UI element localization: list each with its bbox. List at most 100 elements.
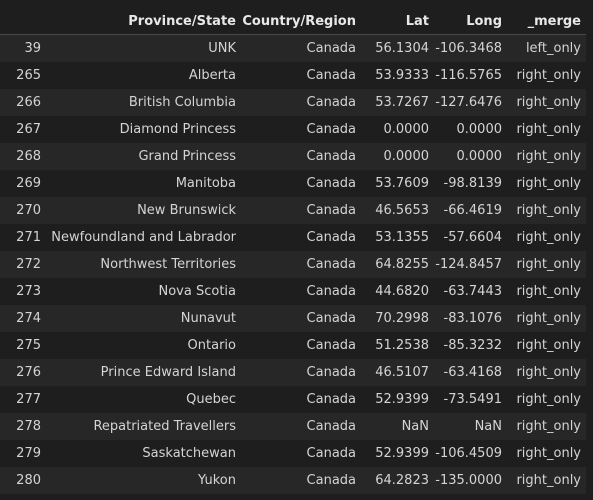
table-row: 265 Alberta Canada 53.9333 -116.5765 right_on… (0, 62, 586, 89)
long-cell: -98.8139 (443, 176, 502, 191)
lat-cell: 53.7267 (375, 95, 429, 110)
merge-cell: right_only (516, 68, 581, 83)
merge-cell: right_only (516, 203, 581, 218)
lat-header: Lat (361, 8, 434, 35)
merge-cell: right_only (516, 419, 581, 434)
merge-cell: right_only (516, 122, 581, 137)
long-cell: -135.0000 (435, 473, 502, 488)
country-region-cell: Canada (306, 257, 356, 272)
lat-cell: 53.7609 (375, 176, 429, 191)
table-row: 274 Nunavut Canada 70.2998 -83.1076 right_onl… (0, 305, 586, 332)
table-row: 272 Northwest Territories Canada 64.8255 -12… (0, 251, 586, 278)
row-index: 268 (16, 149, 41, 164)
long-cell: -57.6604 (443, 230, 502, 245)
long-cell: -66.4619 (443, 203, 502, 218)
table-row: 266 British Columbia Canada 53.7267 -127.647… (0, 89, 586, 116)
country-region-cell: Canada (306, 176, 356, 191)
merge-cell: right_only (516, 149, 581, 164)
row-index: 273 (16, 284, 41, 299)
header-row: Province/State Country/Region Lat Long _merg… (0, 8, 586, 35)
province-state-cell: Manitoba (175, 176, 236, 191)
table-row: 39 UNK Canada 56.1304 -106.3468 left_only (0, 34, 586, 62)
province-state-cell: Nova Scotia (158, 284, 237, 299)
country-region-cell: Canada (306, 230, 356, 245)
country-region-cell: Canada (306, 122, 356, 137)
long-cell: -73.5491 (443, 392, 502, 407)
row-index: 279 (16, 446, 41, 461)
row-index: 277 (16, 392, 41, 407)
merge-cell: right_only (516, 257, 581, 272)
province-state-cell: Northwest Territories (100, 257, 236, 272)
country-region-header: Country/Region (241, 8, 361, 35)
province-state-cell: Grand Princess (138, 149, 236, 164)
table-row: 277 Quebec Canada 52.9399 -73.5491 right_only (0, 386, 586, 413)
country-region-cell: Canada (306, 473, 356, 488)
lat-cell: 70.2998 (375, 311, 429, 326)
merge-header: _merge (507, 8, 586, 35)
province-state-cell: Nunavut (180, 311, 236, 326)
table-row: 270 New Brunswick Canada 46.5653 -66.4619 rig… (0, 197, 586, 224)
province-state-cell: Prince Edward Island (100, 365, 236, 380)
long-cell: -127.6476 (435, 95, 502, 110)
merge-cell: right_only (516, 176, 581, 191)
province-state-cell: British Columbia (128, 95, 236, 110)
row-index: 271 (16, 230, 41, 245)
province-state-cell: Alberta (188, 68, 236, 83)
lat-cell: 51.2538 (375, 338, 429, 353)
merge-cell: right_only (516, 446, 581, 461)
table-header: Province/State Country/Region Lat Long _merg… (0, 8, 586, 35)
table-row: 267 Diamond Princess Canada 0.0000 0.0000 rig… (0, 116, 586, 143)
long-cell: -116.5765 (435, 68, 502, 83)
province-state-cell: Newfoundland and Labrador (51, 230, 236, 245)
merge-cell: right_only (516, 95, 581, 110)
province-state-cell: New Brunswick (137, 203, 236, 218)
row-index: 278 (16, 419, 41, 434)
row-index: 269 (16, 176, 41, 191)
merge-cell: right_only (516, 365, 581, 380)
long-cell: NaN (474, 419, 502, 434)
country-region-cell: Canada (306, 95, 356, 110)
table-row: 278 Repatriated Travellers Canada NaN NaN rig… (0, 413, 586, 440)
lat-cell: 53.1355 (375, 230, 429, 245)
merge-cell: right_only (516, 473, 581, 488)
country-region-cell: Canada (306, 446, 356, 461)
lat-cell: 44.6820 (375, 284, 429, 299)
row-index: 274 (16, 311, 41, 326)
long-cell: -83.1076 (443, 311, 502, 326)
province-state-cell: Repatriated Travellers (93, 419, 236, 434)
row-index: 266 (16, 95, 41, 110)
long-header: Long (434, 8, 507, 35)
table-row: 279 Saskatchewan Canada 52.9399 -106.4509 rig… (0, 440, 586, 467)
country-region-cell: Canada (306, 68, 356, 83)
table-row: 271 Newfoundland and Labrador Canada 53.135… (0, 224, 586, 251)
province-state-cell: Saskatchewan (142, 446, 236, 461)
long-cell: -63.4168 (443, 365, 502, 380)
province-state-cell: Diamond Princess (119, 122, 236, 137)
province-state-cell: Ontario (187, 338, 236, 353)
long-cell: 0.0000 (456, 149, 503, 164)
country-region-cell: Canada (306, 419, 356, 434)
table-row: 269 Manitoba Canada 53.7609 -98.8139 right_on… (0, 170, 586, 197)
lat-cell: 56.1304 (375, 41, 429, 56)
row-index: 270 (16, 203, 41, 218)
long-cell: -63.7443 (443, 284, 502, 299)
table-row: 268 Grand Princess Canada 0.0000 0.0000 right… (0, 143, 586, 170)
merge-cell: right_only (516, 230, 581, 245)
lat-cell: 0.0000 (383, 149, 430, 164)
index-header (0, 8, 46, 35)
merge-cell: right_only (516, 338, 581, 353)
long-cell: -106.3468 (435, 41, 502, 56)
country-region-cell: Canada (306, 203, 356, 218)
table-row: 273 Nova Scotia Canada 44.6820 -63.7443 right… (0, 278, 586, 305)
lat-cell: 46.5107 (375, 365, 429, 380)
long-cell: -85.3232 (443, 338, 502, 353)
long-cell: 0.0000 (456, 122, 503, 137)
row-index: 272 (16, 257, 41, 272)
country-region-cell: Canada (306, 392, 356, 407)
long-cell: -106.4509 (435, 446, 502, 461)
merge-cell: right_only (516, 311, 581, 326)
row-index: 275 (16, 338, 41, 353)
province-state-header: Province/State (46, 8, 241, 35)
lat-cell: 46.5653 (375, 203, 429, 218)
